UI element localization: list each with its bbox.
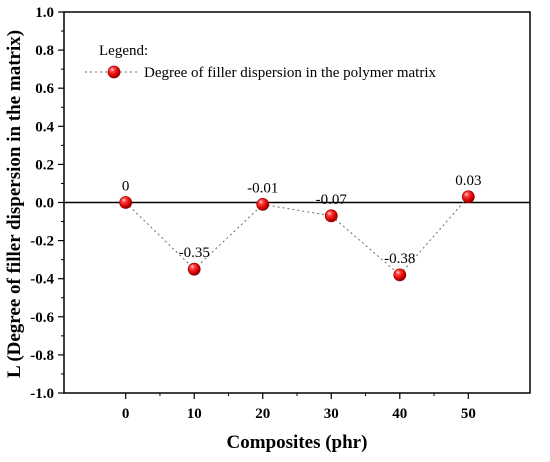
data-label: 0.03 [455,173,481,189]
data-point [187,262,201,276]
data-label: -0.01 [247,180,278,196]
y-tick-label: -0.4 [30,272,54,288]
data-point [119,196,133,209]
y-tick-label: -1.0 [30,386,54,402]
data-point [256,198,270,211]
series-points-group [119,190,475,282]
data-point [461,190,475,204]
y-tick-label: 0.0 [35,196,54,212]
x-tick-label: 0 [122,406,130,422]
y-tick-label: 0.2 [35,157,54,173]
legend-title: Legend: [99,43,148,59]
y-tick-label: -0.8 [30,348,54,364]
y-tick-label: 0.4 [35,119,54,135]
legend-series-marker [107,65,121,79]
legend: Legend: Degree of filler dispersion in t… [85,43,436,81]
y-tick-label: 1.0 [35,5,54,21]
y-tick-label: -0.6 [30,310,54,326]
x-tick-label: 30 [324,406,339,422]
y-tick-label: 0.6 [35,81,54,97]
x-tick-label: 40 [392,406,407,422]
x-axis-title: Composites (phr) [227,432,368,453]
data-label: -0.38 [384,251,415,267]
x-tick-label: 20 [255,406,270,422]
data-label: -0.35 [179,245,210,261]
series-data-labels-group: 0 -0.35 -0.01 -0.07 -0.38 0.03 [122,173,482,267]
data-point [324,209,338,223]
x-axis: 0 10 20 30 40 50 [122,393,476,422]
y-tick-label: 0.8 [35,43,54,59]
y-tick-label: -0.2 [30,234,54,250]
y-axis: -1.0 -0.8 -0.6 -0.4 -0.2 0.0 0.2 0.4 0.6 0.8 1.0 [30,5,64,402]
data-label: -0.07 [316,192,348,208]
data-point [393,268,407,282]
data-label: 0 [122,179,130,195]
x-tick-label: 10 [187,406,202,422]
legend-series-label: Degree of filler dispersion in the polym… [144,65,436,81]
y-axis-title: L (Degree of filler dispersion in the ma… [4,30,25,378]
x-tick-label: 50 [461,406,476,422]
